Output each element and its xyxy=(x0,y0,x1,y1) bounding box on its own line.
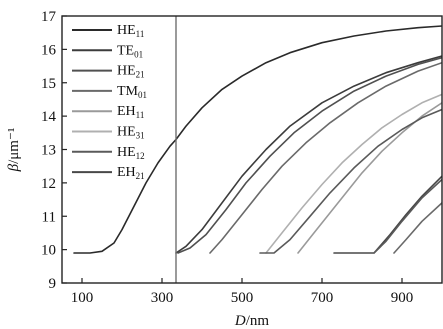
series-line-tm01 xyxy=(209,61,442,254)
x-tick-label: 300 xyxy=(151,290,174,306)
axis-ticks: 100 300 500 700 900 9 10 11 12 13 14 15 16 17 xyxy=(41,9,413,306)
legend-label: EH11 xyxy=(117,104,144,120)
y-tick-label: 17 xyxy=(41,9,57,25)
legend-label: TE01 xyxy=(117,43,143,59)
series-line-he12 xyxy=(259,108,442,254)
y-tick-label: 10 xyxy=(41,243,56,259)
x-tick-label: 700 xyxy=(311,290,334,306)
y-tick-label: 13 xyxy=(41,143,56,159)
series-lines xyxy=(73,25,442,254)
legend-item-he11: HE11 xyxy=(72,23,144,39)
legend-label: HE11 xyxy=(117,23,144,39)
x-axis-title: D/nm xyxy=(234,313,270,329)
legend-item-tm01: TM01 xyxy=(72,84,147,100)
legend-label: HE31 xyxy=(117,125,145,141)
series-line-unlabeled-9 xyxy=(393,202,442,254)
series-line-he21 xyxy=(177,56,442,254)
series-line-he11 xyxy=(73,25,442,254)
x-tick-label: 500 xyxy=(231,290,254,306)
series-line-eh21 xyxy=(333,175,442,254)
legend-item-te01: TE01 xyxy=(72,43,143,59)
legend-item-he21: HE21 xyxy=(72,64,145,80)
y-tick-label: 12 xyxy=(41,176,56,192)
legend-label: TM01 xyxy=(117,84,147,100)
y-tick-label: 14 xyxy=(41,109,57,125)
y-tick-label: 9 xyxy=(49,276,57,292)
y-tick-label: 16 xyxy=(41,42,57,58)
legend-label: EH21 xyxy=(117,165,145,181)
series-line-eh11 xyxy=(297,102,442,254)
series-line-he31 xyxy=(265,93,442,254)
series-line-te01 xyxy=(175,55,442,254)
x-tick-label: 100 xyxy=(71,290,94,306)
legend-item-he12: HE12 xyxy=(72,145,145,161)
y-tick-label: 11 xyxy=(42,209,56,225)
legend-label: HE12 xyxy=(117,145,145,161)
series-line-unlabeled-8 xyxy=(373,178,442,254)
legend: HE11 TE01 HE21 TM01 EH11 HE31 HE12 EH21 xyxy=(72,23,147,181)
legend-item-eh21: EH21 xyxy=(72,165,145,181)
y-axis-title: β/μm⁻¹ xyxy=(6,128,22,173)
y-tick-label: 15 xyxy=(41,76,56,92)
x-tick-label: 900 xyxy=(391,290,414,306)
legend-label: HE21 xyxy=(117,64,145,80)
legend-item-he31: HE31 xyxy=(72,125,145,141)
legend-item-eh11: EH11 xyxy=(72,104,144,120)
